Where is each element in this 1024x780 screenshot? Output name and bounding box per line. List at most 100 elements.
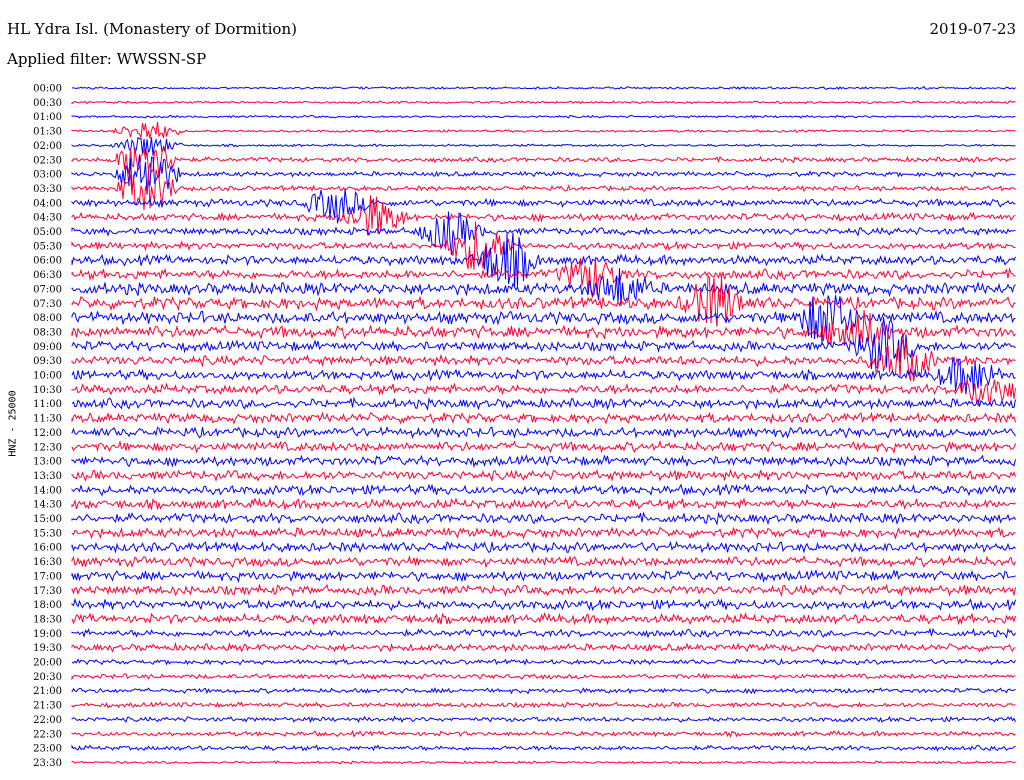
trace-0530 [71,221,1016,270]
row-label-1900: 19:00 [33,629,62,640]
row-label-0200: 02:00 [33,141,62,152]
row-label-0930: 09:30 [33,356,62,367]
trace-0000 [71,85,1016,91]
trace-0130 [71,121,1016,140]
row-label-1830: 18:30 [33,614,62,625]
row-label-2300: 23:00 [33,744,62,755]
row-label-0400: 04:00 [33,198,62,209]
trace-1830 [71,612,1016,626]
trace-2030 [71,672,1016,681]
row-label-1600: 16:00 [33,543,62,554]
trace-1730 [71,583,1016,598]
trace-1300 [71,454,1016,469]
trace-0030 [71,100,1016,105]
trace-1200 [71,425,1016,439]
trace-1630 [71,554,1016,569]
trace-0500 [71,211,1016,256]
trace-1500 [71,511,1016,526]
row-label-1130: 11:30 [33,414,62,425]
trace-1230 [71,439,1016,455]
trace-0330 [71,169,1016,211]
row-label-1500: 15:00 [33,514,62,525]
row-label-0430: 04:30 [33,213,62,224]
row-label-0900: 09:00 [33,342,62,353]
row-label-0130: 01:30 [33,127,62,138]
trace-2330 [71,760,1016,765]
row-label-1100: 11:00 [33,399,62,410]
row-label-2200: 22:00 [33,715,62,726]
row-label-0600: 06:00 [33,256,62,267]
row-label-1300: 13:00 [33,457,62,468]
trace-0830 [71,310,1016,349]
row-label-1530: 15:30 [33,528,62,539]
trace-1100 [71,396,1016,411]
row-label-0230: 02:30 [33,155,62,166]
date-label: 2019-07-23 [929,20,1016,38]
trace-1330 [71,468,1016,483]
row-label-0000: 00:00 [33,84,62,95]
row-label-1000: 10:00 [33,371,62,382]
row-label-1630: 16:30 [33,557,62,568]
trace-2200 [71,715,1016,724]
trace-2230 [71,729,1016,738]
row-label-2130: 21:30 [33,701,62,712]
row-label-1800: 18:00 [33,600,62,611]
row-label-2230: 22:30 [33,729,62,740]
tick-label-group: 00:00 00:30 01:00 01:30 02:00 02:30 03:00 03:30… [33,84,62,769]
trace-0100 [71,114,1016,119]
trace-2100 [71,686,1016,695]
row-label-1230: 12:30 [33,442,62,453]
trace-group [71,85,1016,765]
trace-1930 [71,641,1016,653]
trace-0930 [71,337,1016,382]
row-label-0030: 00:30 [33,98,62,109]
row-label-1700: 17:00 [33,571,62,582]
trace-2000 [71,657,1016,666]
trace-1600 [71,540,1016,554]
row-label-2100: 21:00 [33,686,62,697]
row-label-0700: 07:00 [33,284,62,295]
row-label-0630: 06:30 [33,270,62,281]
row-label-0530: 05:30 [33,241,62,252]
row-label-1030: 10:30 [33,385,62,396]
trace-1900 [71,627,1016,639]
row-label-2330: 23:30 [33,758,62,769]
row-label-1930: 19:30 [33,643,62,654]
trace-0700 [71,268,1016,307]
trace-0630 [71,256,1016,298]
row-label-1200: 12:00 [33,428,62,439]
row-label-0100: 01:00 [33,112,62,123]
trace-1700 [71,569,1016,584]
row-label-0730: 07:30 [33,299,62,310]
row-label-0330: 03:30 [33,184,62,195]
row-label-2000: 20:00 [33,658,62,669]
trace-1000 [71,356,1016,395]
trace-0600 [71,232,1016,287]
trace-0400 [71,188,1016,224]
trace-0230 [71,145,1016,180]
trace-0300 [71,154,1016,195]
row-label-1330: 13:30 [33,471,62,482]
row-label-0500: 05:00 [33,227,62,238]
trace-0730 [71,273,1016,327]
trace-1030 [71,379,1016,407]
row-label-1400: 14:00 [33,485,62,496]
trace-0430 [71,195,1016,236]
row-label-1430: 14:30 [33,500,62,511]
row-label-0830: 08:30 [33,327,62,338]
trace-1800 [71,597,1016,612]
row-label-1730: 17:30 [33,586,62,597]
row-label-2030: 20:30 [33,672,62,683]
row-label-0800: 08:00 [33,313,62,324]
trace-2300 [71,744,1016,752]
trace-2130 [71,701,1016,709]
trace-1400 [71,483,1016,497]
row-label-0300: 03:00 [33,170,62,181]
trace-0200 [71,136,1016,156]
trace-0900 [71,317,1016,370]
trace-1130 [71,411,1016,425]
trace-1430 [71,497,1016,511]
filter-label: Applied filter: WWSSN-SP [7,50,207,68]
trace-1530 [71,526,1016,540]
